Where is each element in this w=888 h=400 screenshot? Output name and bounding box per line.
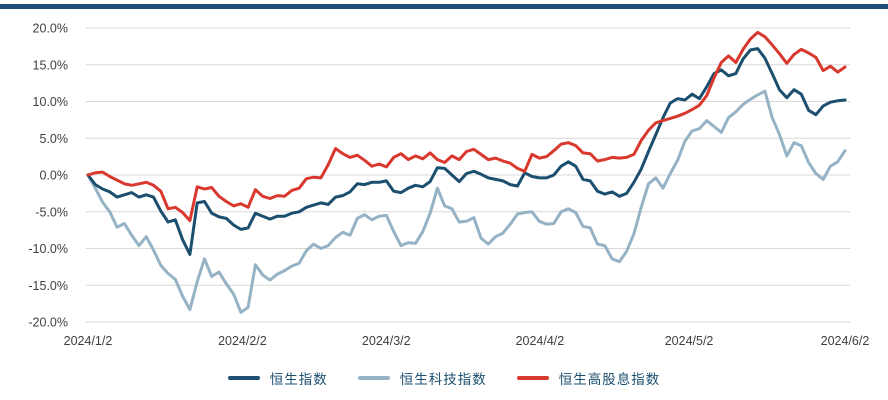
top-accent-bar — [0, 4, 888, 9]
plot-svg: 20.0% 15.0% 10.0% 5.0% 0.0% -5.0% -10.0% -15.0%… — [28, 22, 870, 349]
x-tick-label: 2024/4/2 — [516, 334, 565, 348]
chart-legend: 恒生指数 恒生科技指数 恒生高股息指数 — [0, 366, 888, 390]
legend-item-hsi: 恒生指数 — [227, 368, 328, 388]
legend-label-hstech: 恒生科技指数 — [399, 372, 487, 387]
hshd-line-swatch — [516, 376, 549, 380]
legend-label-hshd: 恒生高股息指数 — [558, 372, 661, 387]
legend-label-hsi: 恒生指数 — [269, 372, 328, 387]
series-line — [86, 89, 847, 314]
legend-item-hshd: 恒生高股息指数 — [516, 368, 661, 388]
x-tick-label: 2024/5/2 — [665, 334, 714, 348]
x-tick-label: 2024/3/2 — [362, 334, 411, 348]
x-tick-label: 2024/6/2 — [821, 334, 870, 348]
series-line — [86, 30, 847, 223]
y-tick-label: 10.0% — [33, 95, 68, 109]
x-tick-label: 2024/1/2 — [64, 334, 113, 348]
y-tick-label: -15.0% — [28, 279, 68, 293]
y-tick-label: -5.0% — [35, 205, 68, 219]
hsi-line-swatch — [227, 376, 260, 380]
legend-item-hstech: 恒生科技指数 — [357, 368, 487, 388]
y-tick-label: 15.0% — [33, 58, 68, 72]
y-tick-label: 0.0% — [40, 169, 69, 183]
y-tick-label: 20.0% — [33, 22, 68, 36]
x-tick-label: 2024/2/2 — [218, 334, 267, 348]
hstech-line-swatch — [357, 376, 390, 380]
y-tick-label: -10.0% — [28, 242, 68, 256]
line-chart: 20.0% 15.0% 10.0% 5.0% 0.0% -5.0% -10.0% -15.0%… — [28, 22, 870, 349]
y-tick-label: 5.0% — [40, 132, 69, 146]
y-tick-label: -20.0% — [28, 316, 68, 330]
